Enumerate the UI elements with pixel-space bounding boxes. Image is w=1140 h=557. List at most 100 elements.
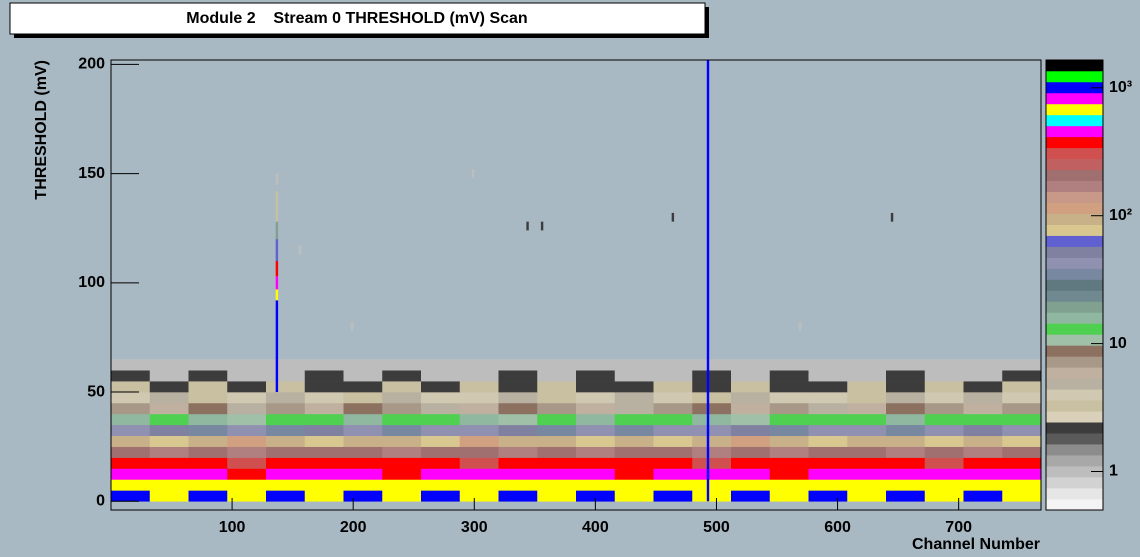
cell <box>963 446 1003 458</box>
cell <box>188 457 228 469</box>
cell <box>111 446 151 458</box>
palette-swatch <box>1046 169 1103 182</box>
cell <box>498 359 538 371</box>
cell <box>188 424 228 437</box>
y-tick-label: 50 <box>87 383 105 400</box>
cell <box>537 392 577 404</box>
cell <box>188 392 228 404</box>
cell <box>343 413 383 426</box>
cell <box>614 359 654 371</box>
y-tick-label: 200 <box>78 56 105 73</box>
cell <box>1002 370 1042 382</box>
cell <box>1002 402 1042 415</box>
cell <box>343 370 383 382</box>
cell <box>731 413 771 426</box>
cell <box>614 468 654 480</box>
cell <box>266 479 306 491</box>
cell <box>304 370 344 382</box>
palette-swatch <box>1046 444 1103 456</box>
cell <box>692 468 732 480</box>
cell <box>537 413 577 426</box>
cell <box>382 457 422 469</box>
cell <box>808 402 848 415</box>
cell <box>459 402 499 415</box>
cell <box>847 359 887 371</box>
palette-swatch <box>1046 60 1103 72</box>
palette-swatch <box>1046 158 1103 171</box>
palette-swatch <box>1046 202 1103 214</box>
cell <box>343 435 383 447</box>
cell <box>963 479 1003 491</box>
cell <box>149 446 189 458</box>
cell <box>304 359 344 371</box>
cell <box>266 435 306 447</box>
palette-swatch <box>1046 103 1103 116</box>
cell <box>498 435 538 447</box>
cell <box>769 424 809 437</box>
cell <box>1002 446 1042 458</box>
cell <box>692 413 732 426</box>
cell <box>537 468 577 480</box>
cell <box>111 468 151 480</box>
cell <box>692 490 732 502</box>
cell <box>692 435 732 447</box>
palette-swatch <box>1046 433 1103 445</box>
palette-swatch <box>1046 213 1103 225</box>
cell <box>498 490 538 502</box>
cell <box>537 402 577 415</box>
cell <box>275 300 279 393</box>
cell <box>304 392 344 404</box>
cell <box>614 479 654 491</box>
cell <box>343 468 383 480</box>
cell <box>731 359 771 371</box>
cell <box>576 359 616 371</box>
y-tick-label: 0 <box>96 492 105 509</box>
palette-swatch <box>1046 477 1103 489</box>
y-axis-label: THRESHOLD (mV) <box>33 60 50 200</box>
cell <box>769 446 809 458</box>
cell <box>227 413 267 426</box>
palette-swatch <box>1046 488 1103 500</box>
cell <box>421 490 461 502</box>
cell <box>798 322 802 331</box>
cell <box>886 468 926 480</box>
cell <box>382 435 422 447</box>
cell <box>149 424 189 437</box>
cell <box>614 435 654 447</box>
cell <box>266 392 306 404</box>
cell <box>614 402 654 415</box>
cell <box>421 402 461 415</box>
palette-swatch <box>1046 466 1103 478</box>
palette-swatch <box>1046 389 1103 401</box>
cell <box>266 468 306 480</box>
cell <box>498 381 538 393</box>
cell <box>459 490 499 502</box>
cell <box>343 479 383 491</box>
cell <box>382 446 422 458</box>
x-axis-label: Channel Number <box>912 536 1040 553</box>
cell <box>149 402 189 415</box>
cell <box>111 490 151 502</box>
cell <box>266 381 306 393</box>
cell <box>924 435 964 447</box>
cell <box>304 413 344 426</box>
cell <box>227 424 267 437</box>
cell <box>963 359 1003 371</box>
x-tick-label: 100 <box>219 519 246 536</box>
cell <box>886 413 926 426</box>
cell <box>847 402 887 415</box>
cell <box>808 468 848 480</box>
cell <box>808 457 848 469</box>
cell <box>769 457 809 469</box>
cell <box>266 359 306 371</box>
cell <box>614 392 654 404</box>
cell <box>963 402 1003 415</box>
cell <box>421 381 461 393</box>
cell <box>924 413 964 426</box>
cell <box>459 370 499 382</box>
cell <box>382 413 422 426</box>
cell <box>149 468 189 480</box>
cell <box>706 60 710 502</box>
cell <box>275 191 279 222</box>
cell <box>149 392 189 404</box>
